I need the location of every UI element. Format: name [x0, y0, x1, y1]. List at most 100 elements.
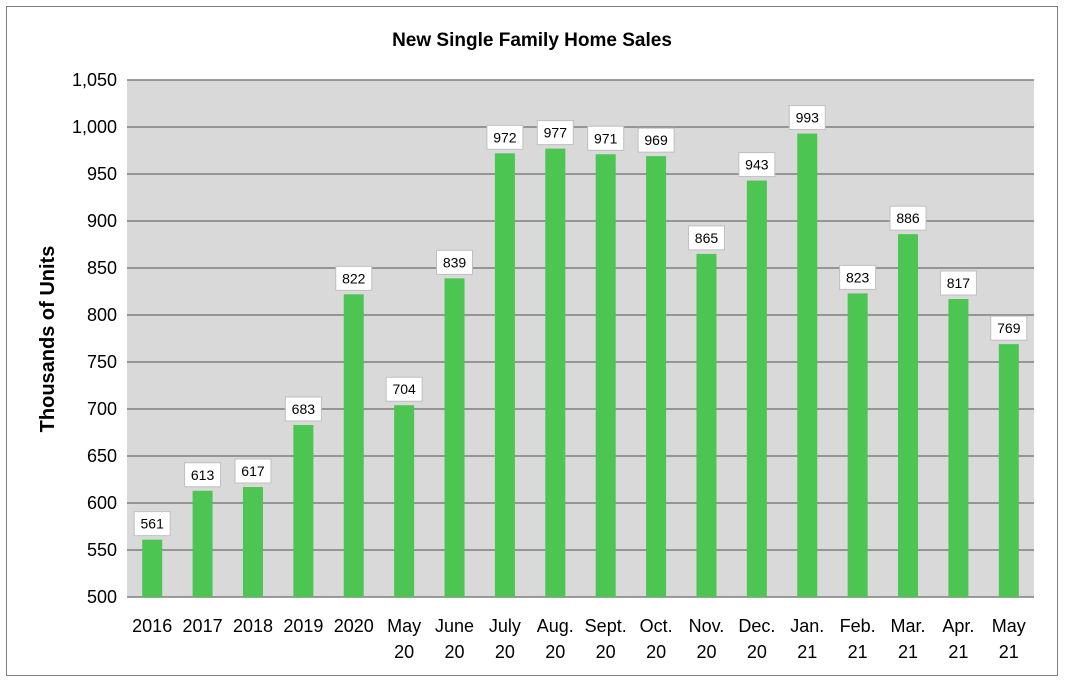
data-label-box — [436, 249, 474, 275]
bar — [847, 293, 868, 597]
bar — [192, 490, 213, 597]
x-tick-label: 20 — [495, 642, 515, 662]
y-tick-label: 1,050 — [72, 70, 117, 90]
data-label-box — [536, 120, 574, 146]
bar — [998, 344, 1019, 597]
data-label-box — [385, 376, 423, 402]
data-label: 822 — [342, 270, 366, 286]
x-tick-label: Sept. — [585, 616, 627, 636]
y-tick-label: 900 — [87, 211, 117, 231]
data-label-box — [335, 265, 373, 291]
x-tick-label: Dec. — [738, 616, 775, 636]
y-tick-label: 700 — [87, 399, 117, 419]
x-tick-label: 20 — [596, 642, 616, 662]
data-label: 704 — [392, 381, 416, 397]
y-tick-label: 750 — [87, 352, 117, 372]
bar — [242, 487, 263, 597]
gridlines — [127, 79, 1034, 598]
y-axis-ticks: 500 550 600 650 700 750 800 850 900 950 1,000 1,050 — [72, 70, 117, 607]
data-label-box — [133, 511, 171, 537]
bar — [343, 294, 364, 597]
data-labels: 561 613 617 683 822 704 839 972 977 971 969 865 943 9… — [133, 105, 1028, 537]
x-tick-label: 20 — [445, 642, 465, 662]
x-tick-label: 20 — [747, 642, 767, 662]
x-tick-label: 2017 — [183, 616, 223, 636]
bar — [444, 278, 465, 597]
data-label: 971 — [594, 130, 618, 146]
data-label: 683 — [292, 401, 316, 417]
y-tick-label: 500 — [87, 587, 117, 607]
bar — [494, 153, 515, 597]
data-label: 617 — [241, 463, 265, 479]
x-tick-label: 21 — [797, 642, 817, 662]
bar — [746, 180, 767, 597]
data-label: 943 — [745, 157, 769, 173]
data-label-box — [637, 127, 675, 153]
x-tick-label: June — [435, 616, 474, 636]
y-tick-label: 800 — [87, 305, 117, 325]
data-label-box — [284, 396, 322, 422]
data-label: 977 — [544, 125, 568, 141]
data-label: 972 — [493, 129, 517, 145]
bar — [142, 539, 163, 597]
plot-area — [127, 80, 1034, 597]
y-tick-label: 600 — [87, 493, 117, 513]
x-tick-label: 2020 — [334, 616, 374, 636]
y-tick-label: 1,000 — [72, 117, 117, 137]
x-tick-label: 21 — [898, 642, 918, 662]
x-tick-label: July — [489, 616, 521, 636]
x-tick-label: 2016 — [132, 616, 172, 636]
data-label: 823 — [846, 269, 870, 285]
y-tick-label: 650 — [87, 446, 117, 466]
y-tick-label: 950 — [87, 164, 117, 184]
bar — [898, 234, 919, 597]
bars — [142, 133, 1019, 597]
x-tick-label: 20 — [696, 642, 716, 662]
data-label: 817 — [947, 275, 971, 291]
x-tick-label: Jan. — [790, 616, 824, 636]
y-axis-title: Thousands of Units — [37, 246, 59, 433]
y-tick-label: 850 — [87, 258, 117, 278]
x-tick-label: Apr. — [942, 616, 974, 636]
x-tick-label: Mar. — [891, 616, 926, 636]
x-tick-label: 20 — [545, 642, 565, 662]
data-label: 561 — [141, 516, 165, 532]
x-tick-label: 2018 — [233, 616, 273, 636]
y-tick-label: 550 — [87, 540, 117, 560]
x-tick-label: May — [387, 616, 421, 636]
bar — [545, 148, 566, 597]
data-label-box — [738, 152, 776, 178]
data-label: 839 — [443, 254, 467, 270]
x-tick-label: Aug. — [537, 616, 574, 636]
x-tick-label: 20 — [394, 642, 414, 662]
x-tick-label: May — [992, 616, 1026, 636]
x-tick-label: 21 — [948, 642, 968, 662]
data-label-box — [889, 205, 927, 231]
x-axis-ticks: 2016 2017 2018 2019 2020 May20June20July20Aug… — [132, 616, 1026, 662]
bar — [797, 133, 818, 597]
bar — [293, 424, 314, 597]
data-label-box — [939, 270, 977, 296]
x-tick-label: 21 — [848, 642, 868, 662]
x-tick-label: 20 — [646, 642, 666, 662]
data-label: 886 — [896, 210, 920, 226]
x-tick-label: Nov. — [689, 616, 725, 636]
bar — [394, 405, 415, 597]
data-label-box — [990, 315, 1028, 341]
data-label: 993 — [796, 110, 820, 126]
data-label: 613 — [191, 467, 215, 483]
chart-title: New Single Family Home Sales — [392, 30, 672, 51]
x-tick-label: 2019 — [283, 616, 323, 636]
data-label: 769 — [997, 320, 1021, 336]
data-label-box — [184, 462, 222, 488]
x-tick-label: Oct. — [640, 616, 673, 636]
data-label-box — [234, 458, 272, 484]
data-label: 969 — [644, 132, 668, 148]
data-label-box — [587, 125, 625, 151]
data-label-box — [687, 225, 725, 251]
bar — [696, 253, 717, 597]
bar — [646, 156, 667, 597]
bar — [948, 299, 969, 597]
bar — [595, 154, 616, 597]
